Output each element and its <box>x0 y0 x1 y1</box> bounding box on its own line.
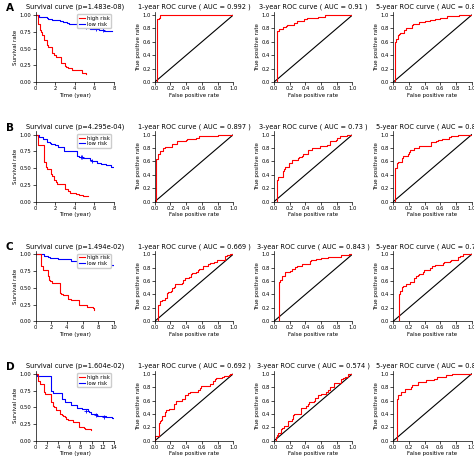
X-axis label: False positive rate: False positive rate <box>169 452 219 456</box>
Y-axis label: Survival rate: Survival rate <box>13 29 18 65</box>
Y-axis label: Survival rate: Survival rate <box>13 388 18 424</box>
X-axis label: False positive rate: False positive rate <box>288 452 338 456</box>
X-axis label: Time (year): Time (year) <box>59 212 91 217</box>
Y-axis label: True positive rate: True positive rate <box>136 382 141 430</box>
Y-axis label: True positive rate: True positive rate <box>255 23 260 71</box>
X-axis label: False positive rate: False positive rate <box>288 93 338 98</box>
Y-axis label: True positive rate: True positive rate <box>374 382 379 430</box>
Y-axis label: Survival rate: Survival rate <box>13 268 18 304</box>
X-axis label: Time (year): Time (year) <box>59 93 91 98</box>
Text: A: A <box>6 3 14 13</box>
X-axis label: False positive rate: False positive rate <box>169 332 219 337</box>
Title: 3-year ROC curve ( AUC = 0.91 ): 3-year ROC curve ( AUC = 0.91 ) <box>259 4 367 10</box>
Legend: high risk, low risk: high risk, low risk <box>77 254 111 267</box>
Title: 5-year ROC curve ( AUC = 0.877 ): 5-year ROC curve ( AUC = 0.877 ) <box>376 4 474 10</box>
Y-axis label: True positive rate: True positive rate <box>136 23 141 71</box>
Y-axis label: True positive rate: True positive rate <box>374 143 379 190</box>
Y-axis label: True positive rate: True positive rate <box>136 143 141 190</box>
Y-axis label: True positive rate: True positive rate <box>255 262 260 310</box>
Y-axis label: True positive rate: True positive rate <box>255 382 260 430</box>
X-axis label: Time (year): Time (year) <box>59 332 91 337</box>
X-axis label: False positive rate: False positive rate <box>407 332 457 337</box>
Legend: high risk, low risk: high risk, low risk <box>77 134 111 148</box>
Text: D: D <box>6 362 14 372</box>
Y-axis label: True positive rate: True positive rate <box>374 262 379 310</box>
X-axis label: False positive rate: False positive rate <box>407 212 457 217</box>
X-axis label: Time (year): Time (year) <box>59 452 91 456</box>
X-axis label: False positive rate: False positive rate <box>288 332 338 337</box>
Title: 3-year ROC curve ( AUC = 0.73 ): 3-year ROC curve ( AUC = 0.73 ) <box>259 123 367 130</box>
Text: C: C <box>6 242 13 252</box>
Y-axis label: True positive rate: True positive rate <box>136 262 141 310</box>
X-axis label: False positive rate: False positive rate <box>407 93 457 98</box>
Legend: high risk, low risk: high risk, low risk <box>77 373 111 387</box>
Title: 5-year ROC curve ( AUC = 0.868 ): 5-year ROC curve ( AUC = 0.868 ) <box>376 363 474 369</box>
Title: Survival curve (p=1.604e-02): Survival curve (p=1.604e-02) <box>26 363 124 369</box>
Title: 5-year ROC curve ( AUC = 0.744 ): 5-year ROC curve ( AUC = 0.744 ) <box>376 243 474 250</box>
Title: 3-year ROC curve ( AUC = 0.574 ): 3-year ROC curve ( AUC = 0.574 ) <box>257 363 370 369</box>
Title: 1-year ROC curve ( AUC = 0.692 ): 1-year ROC curve ( AUC = 0.692 ) <box>137 363 250 369</box>
X-axis label: False positive rate: False positive rate <box>169 212 219 217</box>
Title: 1-year ROC curve ( AUC = 0.897 ): 1-year ROC curve ( AUC = 0.897 ) <box>137 123 250 130</box>
Title: 5-year ROC curve ( AUC = 0.834 ): 5-year ROC curve ( AUC = 0.834 ) <box>376 123 474 130</box>
Title: Survival curve (p=1.494e-02): Survival curve (p=1.494e-02) <box>26 243 124 250</box>
Title: Survival curve (p=1.483e-08): Survival curve (p=1.483e-08) <box>26 4 124 10</box>
Y-axis label: True positive rate: True positive rate <box>255 143 260 190</box>
Y-axis label: True positive rate: True positive rate <box>374 23 379 71</box>
X-axis label: False positive rate: False positive rate <box>407 452 457 456</box>
Legend: high risk, low risk: high risk, low risk <box>77 15 111 28</box>
Title: 3-year ROC curve ( AUC = 0.843 ): 3-year ROC curve ( AUC = 0.843 ) <box>257 243 370 250</box>
X-axis label: False positive rate: False positive rate <box>169 93 219 98</box>
Title: Survival curve (p=4.295e-04): Survival curve (p=4.295e-04) <box>26 123 124 130</box>
X-axis label: False positive rate: False positive rate <box>288 212 338 217</box>
Y-axis label: Survival rate: Survival rate <box>13 149 18 184</box>
Text: B: B <box>6 123 14 133</box>
Title: 1-year ROC curve ( AUC = 0.669 ): 1-year ROC curve ( AUC = 0.669 ) <box>137 243 250 250</box>
Title: 1-year ROC curve ( AUC = 0.992 ): 1-year ROC curve ( AUC = 0.992 ) <box>137 4 250 10</box>
